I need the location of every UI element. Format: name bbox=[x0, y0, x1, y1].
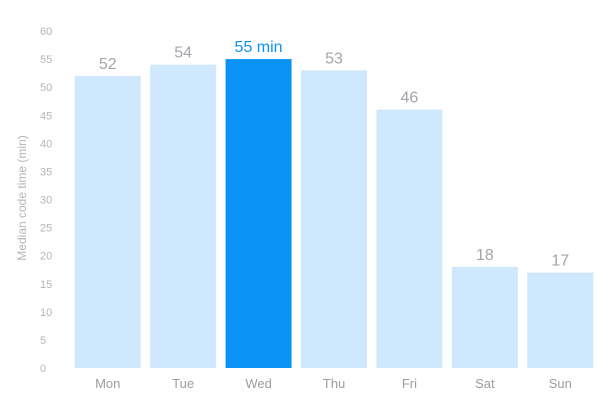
value-label: 53 bbox=[325, 50, 343, 67]
y-tick-label: 50 bbox=[40, 82, 52, 94]
bar-thu bbox=[301, 70, 367, 369]
y-tick-label: 10 bbox=[40, 307, 52, 319]
x-tick-label: Tue bbox=[172, 376, 194, 391]
value-label: 52 bbox=[99, 56, 117, 73]
y-tick-label: 35 bbox=[40, 166, 52, 178]
value-label: 18 bbox=[476, 247, 494, 264]
y-tick-label: 15 bbox=[40, 279, 52, 291]
bar-tue bbox=[150, 64, 217, 368]
bar-mon bbox=[74, 75, 141, 368]
y-tick-label: 0 bbox=[40, 363, 46, 375]
bar-fri bbox=[376, 109, 443, 368]
y-tick-label: 30 bbox=[40, 195, 52, 207]
value-label: 55 min bbox=[235, 39, 283, 56]
bars bbox=[74, 59, 594, 369]
x-tick-label: Thu bbox=[323, 376, 345, 391]
x-tick-label: Mon bbox=[95, 376, 120, 391]
bar-wed bbox=[225, 59, 292, 368]
y-tick-label: 45 bbox=[40, 110, 52, 122]
x-tick-label: Wed bbox=[245, 376, 272, 391]
y-tick-label: 25 bbox=[40, 223, 52, 235]
value-label: 46 bbox=[401, 90, 419, 107]
bar-sun bbox=[527, 272, 594, 368]
x-axis-ticks: Mon Tue Wed Thu Fri Sat Sun bbox=[95, 376, 572, 391]
x-tick-label: Sat bbox=[475, 376, 495, 391]
y-tick-label: 20 bbox=[40, 251, 52, 263]
value-label: 54 bbox=[174, 45, 192, 62]
value-labels: 52 54 55 min 53 46 18 17 bbox=[99, 39, 569, 269]
y-tick-label: 55 bbox=[40, 54, 52, 66]
value-label: 17 bbox=[551, 253, 569, 270]
y-tick-label: 40 bbox=[40, 138, 52, 150]
y-tick-label: 5 bbox=[40, 335, 46, 347]
y-axis-title: Median code time (min) bbox=[15, 135, 29, 260]
bar-sat bbox=[451, 266, 518, 368]
y-tick-label: 60 bbox=[40, 26, 52, 38]
x-tick-label: Fri bbox=[402, 376, 417, 391]
y-axis-ticks: 0 5 10 15 20 25 30 35 40 45 50 55 60 bbox=[40, 26, 52, 375]
x-tick-label: Sun bbox=[549, 376, 572, 391]
